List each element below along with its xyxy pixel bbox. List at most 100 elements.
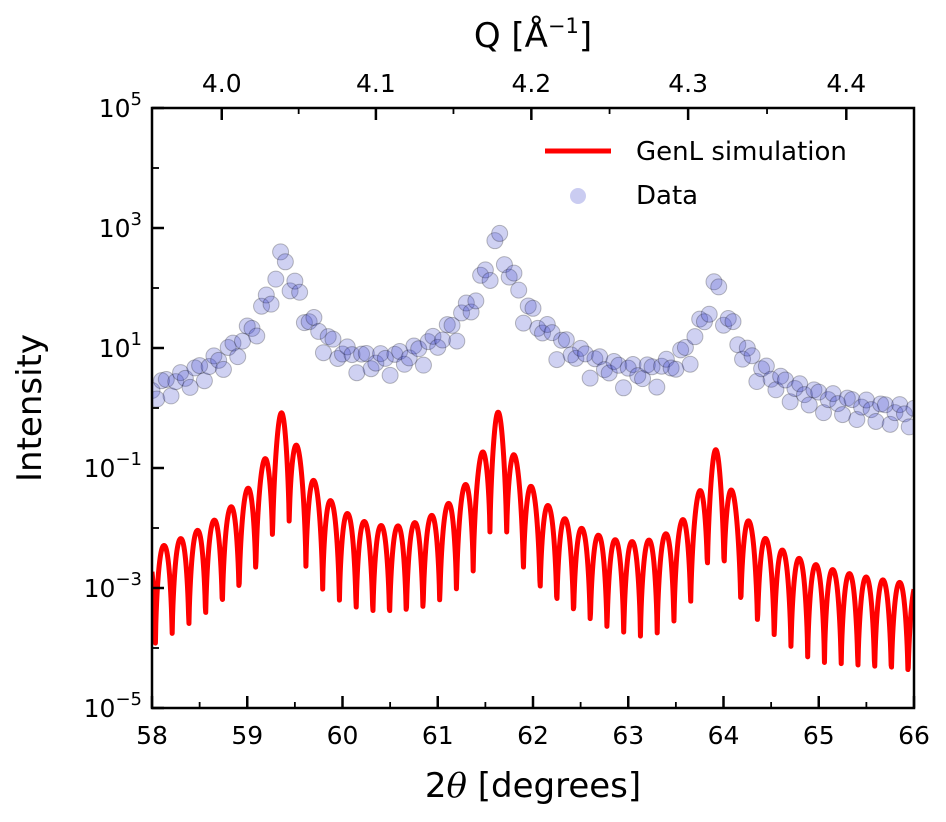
data-point	[191, 357, 209, 375]
data-point	[629, 367, 647, 385]
data-point	[505, 264, 523, 282]
data-point	[743, 347, 761, 365]
x-tick-label: 62	[517, 721, 549, 750]
data-point	[543, 324, 561, 342]
data-point	[748, 373, 766, 391]
data-point	[719, 309, 737, 327]
data-point	[553, 331, 571, 349]
data-point	[372, 345, 390, 363]
data-point	[700, 305, 718, 323]
data-point	[291, 283, 309, 301]
data-point	[176, 369, 194, 387]
data-point	[734, 350, 752, 368]
data-point	[834, 406, 852, 424]
data-point	[905, 399, 914, 417]
data-point	[729, 336, 747, 354]
data-point	[414, 356, 432, 374]
data-point	[653, 357, 671, 375]
data-point	[324, 330, 342, 348]
data-point	[348, 364, 366, 382]
data-point	[691, 310, 709, 328]
data-point	[167, 373, 185, 391]
data-point	[519, 297, 537, 315]
data-point	[581, 369, 599, 387]
data-point	[853, 398, 871, 416]
x-tick-label: 59	[231, 721, 263, 750]
data-point	[862, 401, 880, 419]
x-tick-label: 63	[612, 721, 644, 750]
data-point	[857, 391, 875, 409]
data-point	[710, 278, 728, 296]
data-point	[557, 331, 575, 349]
data-point	[162, 387, 180, 405]
data-point	[514, 314, 532, 332]
data-point	[224, 334, 242, 352]
data-point	[819, 391, 837, 409]
data-point	[305, 309, 323, 326]
data-point	[448, 332, 466, 350]
data-point	[624, 356, 642, 374]
data-point	[524, 299, 542, 317]
legend-data-label: Data	[636, 181, 698, 211]
data-point	[219, 338, 237, 356]
data-point	[181, 378, 199, 396]
data-point	[386, 345, 404, 363]
data-point	[238, 317, 256, 335]
data-point	[534, 324, 552, 342]
data-point	[753, 360, 771, 378]
data-point	[248, 327, 266, 345]
y-tick-label: 103	[99, 209, 142, 243]
data-point	[681, 355, 699, 373]
data-point	[314, 344, 332, 362]
data-point	[634, 370, 652, 388]
simulation-curve	[152, 409, 914, 673]
data-point	[424, 327, 442, 345]
legend-simulation-label: GenL simulation	[636, 137, 847, 167]
x-axis-title: 2θ [degrees]	[425, 766, 641, 806]
data-point	[286, 272, 304, 290]
data-point	[619, 359, 637, 377]
data-point	[591, 348, 609, 366]
data-point	[491, 224, 509, 242]
top-tick-label: 4.1	[356, 69, 396, 98]
top-tick-label: 4.4	[826, 69, 866, 98]
data-point	[443, 316, 461, 334]
data-point	[567, 349, 585, 367]
data-point	[824, 385, 842, 403]
data-point	[157, 371, 175, 388]
legend-data-marker	[570, 188, 586, 204]
data-point	[481, 271, 499, 289]
data-point	[310, 322, 328, 340]
tick-labels-layer: 58 59 60 61 62 63 64 65 66 105 103 101 10−1 10−3 10−5 4…	[84, 69, 930, 750]
y-tick-label: 101	[99, 329, 142, 363]
data-point	[843, 391, 861, 409]
data-point	[343, 346, 361, 364]
data-point	[772, 367, 790, 385]
data-point	[276, 253, 294, 271]
data-point	[295, 314, 313, 332]
data-point	[886, 404, 904, 422]
data-point	[434, 331, 452, 349]
data-point	[867, 412, 885, 430]
data-point	[538, 315, 556, 333]
data-point	[800, 396, 818, 414]
data-point	[362, 360, 380, 378]
data-layer	[152, 224, 914, 436]
data-point	[462, 303, 480, 321]
data-point	[367, 354, 385, 372]
data-point	[762, 370, 780, 388]
data-point	[210, 351, 228, 369]
data-point	[738, 339, 756, 357]
data-point	[810, 383, 828, 401]
y-axis-title: Intensity	[10, 334, 50, 482]
data-point	[767, 381, 785, 399]
data-point	[891, 396, 909, 414]
data-point	[476, 261, 494, 279]
data-point	[705, 273, 723, 291]
data-point	[353, 345, 371, 363]
data-point	[562, 346, 580, 364]
data-point	[200, 358, 218, 376]
data-point	[391, 342, 409, 360]
y-tick-label: 10−5	[84, 689, 142, 723]
